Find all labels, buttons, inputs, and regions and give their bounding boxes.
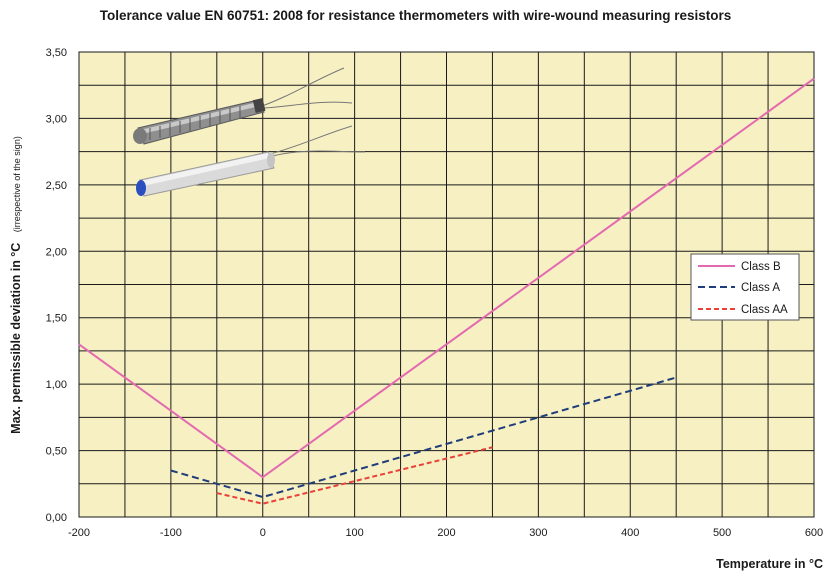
sensor-wires — [261, 67, 366, 157]
x-tick-label: 300 — [529, 527, 547, 539]
series-layer — [78, 77, 815, 505]
sensor-illustration — [133, 67, 366, 197]
plot-border — [78, 51, 815, 518]
y-tick-labels: 0,00 0,50 1,00 1,50 2,00 2,50 3,00 3,50 — [46, 47, 67, 524]
y-axis-label: Max. permissible deviation in °C — [9, 243, 23, 434]
x-axis-title: Temperature in °C — [716, 557, 823, 571]
legend-label-class-aa: Class AA — [741, 304, 788, 316]
x-tick-label: 200 — [437, 527, 455, 539]
x-tick-label: 100 — [345, 527, 363, 539]
legend-label-class-b: Class B — [741, 261, 781, 273]
x-tick-label: 600 — [805, 527, 823, 539]
ceramic-sensor-icon — [136, 151, 275, 197]
x-tick-label: 400 — [621, 527, 639, 539]
chart-title: Tolerance value EN 60751: 2008 for resis… — [99, 8, 732, 23]
x-tick-label: -200 — [68, 527, 90, 539]
y-tick-label: 2,50 — [46, 180, 67, 192]
y-tick-label: 2,00 — [46, 246, 67, 258]
y-tick-label: 0,00 — [46, 512, 67, 524]
x-tick-labels: -200 -100 0 100 200 300 400 500 600 — [68, 527, 823, 539]
x-tick-label: 0 — [260, 527, 266, 539]
legend: Class B Class A Class AA — [690, 253, 800, 321]
y-tick-label: 3,00 — [46, 113, 67, 125]
y-tick-label: 1,00 — [46, 379, 67, 391]
y-tick-label: 0,50 — [46, 446, 67, 458]
wire-wound-sensor-icon — [133, 98, 266, 145]
series-line-class-b — [78, 77, 815, 479]
y-axis-note: (irrespective of the sign) — [12, 136, 22, 232]
y-axis-title: Max. permissible deviation in °C (irresp… — [7, 136, 24, 434]
legend-label-class-a: Class A — [741, 282, 780, 294]
y-tick-label: 3,50 — [46, 47, 67, 59]
y-tick-label: 1,50 — [46, 313, 67, 325]
series-line-class-aa — [216, 446, 493, 505]
x-tick-label: 500 — [713, 527, 731, 539]
x-tick-label: -100 — [160, 527, 182, 539]
